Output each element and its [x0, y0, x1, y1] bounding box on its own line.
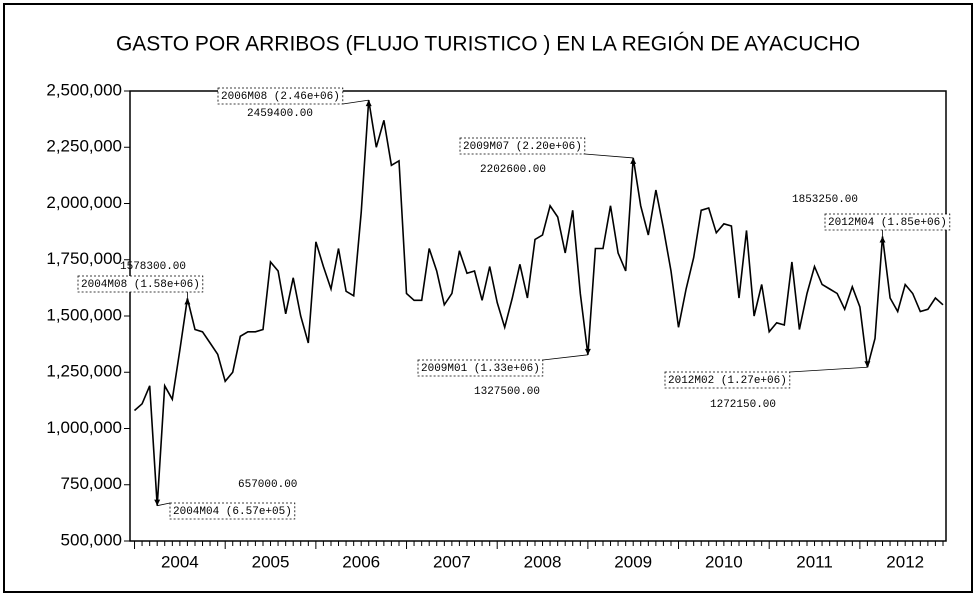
- line-series: [133, 99, 944, 506]
- y-tick-label: 750,000: [61, 474, 122, 493]
- y-tick-label: 1,250,000: [46, 362, 122, 381]
- y-tick-label: 1,000,000: [46, 418, 122, 437]
- x-tick-label: 2008: [524, 552, 562, 571]
- x-tick-label: 2004: [161, 552, 199, 571]
- annotation-box: [664, 371, 791, 389]
- annotation-box: [459, 137, 586, 155]
- annotation-box: [77, 275, 204, 293]
- x-tick-label: 2010: [705, 552, 743, 571]
- y-tick-label: 2,250,000: [46, 137, 122, 156]
- annotation-arrowhead: [154, 499, 161, 506]
- annotation-arrowhead: [630, 157, 637, 164]
- y-tick-label: 1,500,000: [46, 305, 122, 324]
- chart-title: GASTO POR ARRIBOS (FLUJO TURISTICO ) EN …: [116, 33, 860, 56]
- annotation-label: 2012M04 (1.85e+06): [828, 217, 947, 229]
- annotation-box: [824, 213, 951, 231]
- y-tick-label: 2,500,000: [46, 80, 122, 99]
- annotation-arrow: [542, 354, 588, 361]
- annotation-box: [217, 87, 344, 105]
- annotation-value: 2202600.00: [480, 164, 546, 176]
- annotation-arrowhead: [584, 348, 591, 355]
- annotation-value: 1327500.00: [474, 386, 540, 398]
- x-tick-label: 2009: [614, 552, 652, 571]
- annotation-box: [169, 502, 296, 520]
- annotation-arrow: [157, 502, 171, 507]
- annotation-arrow: [584, 153, 634, 159]
- annotation-label: 2004M04 (6.57e+05): [173, 506, 292, 518]
- annotation-value: 657000.00: [238, 479, 297, 491]
- y-tick-label: 1,750,000: [46, 249, 122, 268]
- annotation-value: 1853250.00: [792, 194, 858, 206]
- x-tick-label: 2005: [252, 552, 290, 571]
- annotation-arrowhead: [365, 100, 372, 107]
- annotation-value: 2459400.00: [247, 108, 313, 120]
- x-tick-label: 2012: [886, 552, 924, 571]
- annotation-arrow: [342, 99, 369, 105]
- annotation-arrowhead: [864, 361, 871, 368]
- annotation-label: 2012M02 (1.27e+06): [668, 375, 787, 387]
- annotation-arrowhead: [879, 236, 886, 243]
- x-tick-label: 2011: [796, 552, 833, 571]
- annotation-label: 2009M07 (2.20e+06): [463, 141, 582, 153]
- annotation-value: 1272150.00: [710, 399, 776, 411]
- annotation-label: 2006M08 (2.46e+06): [221, 91, 340, 103]
- annotation-label: 2004M08 (1.58e+06): [81, 279, 200, 291]
- frame: [3, 3, 973, 593]
- y-tick-label: 2,000,000: [46, 193, 122, 212]
- annotation-box: [417, 359, 544, 377]
- y-tick-label: 500,000: [61, 530, 122, 549]
- annotation-value: 1578300.00: [120, 261, 186, 273]
- annotation-arrow: [789, 366, 868, 373]
- annotation-label: 2009M01 (1.33e+06): [421, 363, 540, 375]
- annotation-arrowhead: [184, 298, 191, 305]
- x-tick-label: 2006: [342, 552, 380, 571]
- x-tick-label: 2007: [433, 552, 471, 571]
